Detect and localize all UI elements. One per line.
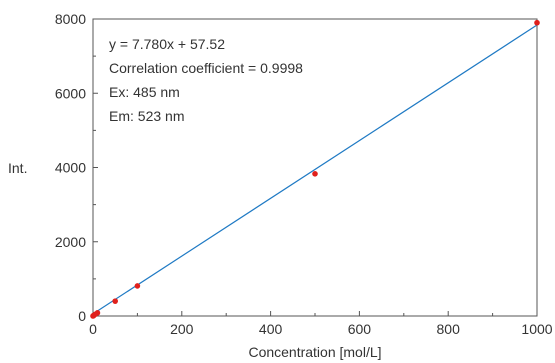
x-tick-label: 1000 <box>521 321 552 337</box>
x-tick-label: 400 <box>259 321 283 337</box>
data-point <box>112 298 118 304</box>
annotation-line: Ex: 485 nm <box>109 84 180 100</box>
x-axis-ticks: 0 200 400 600 800 1000 <box>89 311 553 337</box>
y-tick-label: 8000 <box>55 11 86 27</box>
data-point <box>312 171 318 177</box>
y-tick-label: 4000 <box>55 160 86 176</box>
data-point <box>534 19 540 26</box>
annotations: y = 7.780x + 57.52 Correlation coefficien… <box>109 36 303 124</box>
y-axis-label: Int. <box>8 160 27 176</box>
y-tick-label: 0 <box>78 308 86 324</box>
x-tick-label: 800 <box>437 321 461 337</box>
y-tick-label: 6000 <box>55 85 86 101</box>
series-layer <box>90 19 540 319</box>
x-tick-label: 600 <box>348 321 372 337</box>
fit-line <box>92 24 538 315</box>
annotation-line: y = 7.780x + 57.52 <box>109 36 225 52</box>
data-point <box>134 283 141 289</box>
x-axis-label: Concentration [mol/L] <box>248 344 381 360</box>
x-tick-label: 200 <box>170 321 194 337</box>
x-tick-label: 0 <box>89 321 97 337</box>
data-point <box>94 310 101 316</box>
annotation-line: Em: 523 nm <box>109 108 184 124</box>
y-tick-label: 2000 <box>55 234 86 250</box>
annotation-line: Correlation coefficient = 0.9998 <box>109 60 303 76</box>
y-axis-ticks: 0 2000 4000 6000 8000 <box>55 11 98 324</box>
